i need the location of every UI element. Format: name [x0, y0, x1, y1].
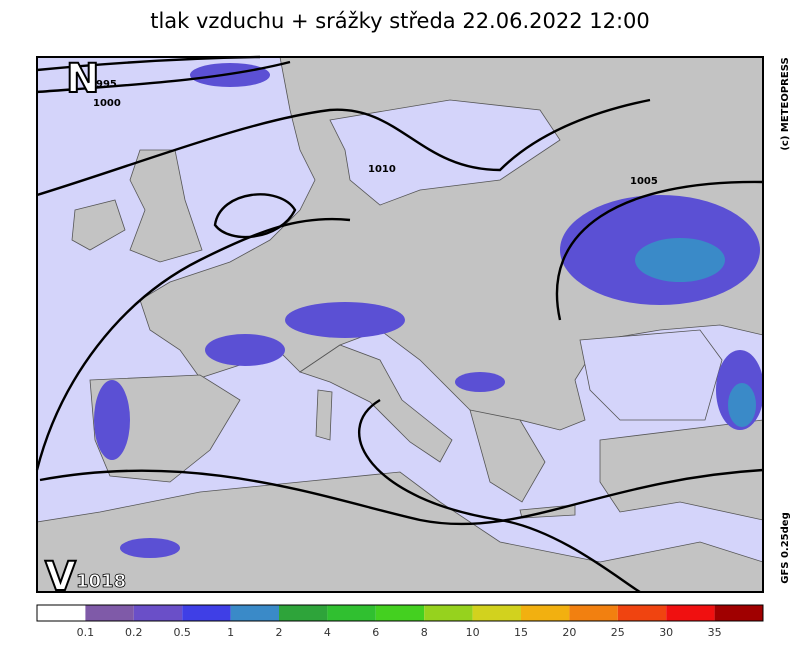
- map: N 995 1000 1010 1005 V 1018: [35, 55, 764, 601]
- isobar: [358, 398, 641, 594]
- legend-tick-label: 0.5: [173, 626, 191, 639]
- legend-tick-label: 20: [562, 626, 576, 639]
- pressure-value-label: 1018: [76, 571, 126, 592]
- legend-tick-label: 8: [421, 626, 428, 639]
- legend-tick-label: 0.2: [125, 626, 143, 639]
- legend-swatch: [714, 605, 763, 621]
- legend-swatch: [230, 605, 279, 621]
- isobar-label: 1000: [93, 98, 121, 109]
- greece: [469, 409, 546, 503]
- legend-tick-label: 4: [324, 626, 331, 639]
- legend-swatch: [37, 605, 86, 621]
- baltic-sea: [329, 99, 561, 206]
- isobar: [35, 217, 351, 471]
- legend-swatch: [666, 605, 715, 621]
- isobar: [36, 60, 291, 94]
- legend-tick-label: 0.1: [77, 626, 95, 639]
- legend-swatch: [327, 605, 376, 621]
- legend-tick-label: 30: [659, 626, 673, 639]
- legend-swatch: [472, 605, 521, 621]
- title: tlak vzduchu + srážky středa 22.06.2022 …: [150, 9, 650, 33]
- legend-tick-label: 10: [466, 626, 480, 639]
- isobar: [39, 468, 764, 526]
- legend-swatch: [182, 605, 231, 621]
- isobar-label: 1005: [630, 176, 658, 187]
- legend-swatch: [85, 605, 134, 621]
- isobar: [555, 180, 764, 321]
- legend-tick-label: 15: [514, 626, 528, 639]
- isobar-label: 995: [96, 79, 117, 90]
- rain-area: [94, 380, 130, 460]
- legend-frame: [36, 604, 764, 622]
- copyright: (c) METEOPRESS: [780, 57, 791, 150]
- britain: [129, 149, 203, 263]
- legend-swatch: [569, 605, 618, 621]
- isobar: [36, 98, 651, 197]
- legend: 0.1 0.2 0.5 1 2 4 6 8 10 15 20 25 30 35: [36, 604, 764, 639]
- rain-area: [120, 538, 180, 558]
- legend-tick-label: 25: [611, 626, 625, 639]
- sardinia: [315, 389, 333, 441]
- map-frame: [36, 56, 764, 593]
- legend-swatch: [521, 605, 570, 621]
- precipitation: [94, 63, 764, 558]
- isobar-label: 1010: [368, 164, 396, 175]
- legend-swatch: [617, 605, 667, 621]
- legend-tick-label: 2: [276, 626, 283, 639]
- model-label: GFS 0.25deg: [780, 512, 791, 584]
- pressure-center-label: V: [45, 554, 76, 600]
- legend-tick-label: 35: [708, 626, 722, 639]
- isobar: [213, 193, 297, 239]
- black-sea: [579, 329, 723, 421]
- legend-tick-label: 1: [227, 626, 234, 639]
- rain-area: [205, 334, 285, 366]
- rain-area: [635, 238, 725, 282]
- ireland: [71, 199, 126, 251]
- rain-area: [728, 383, 756, 427]
- legend-swatch: [279, 605, 328, 621]
- rain-area: [285, 302, 405, 338]
- legend-swatch: [133, 605, 183, 621]
- pressure-center-label: N: [66, 56, 99, 102]
- legend-swatch: [375, 605, 425, 621]
- legend-tick-label: 6: [372, 626, 379, 639]
- legend-swatch: [424, 605, 473, 621]
- rain-area: [455, 372, 505, 392]
